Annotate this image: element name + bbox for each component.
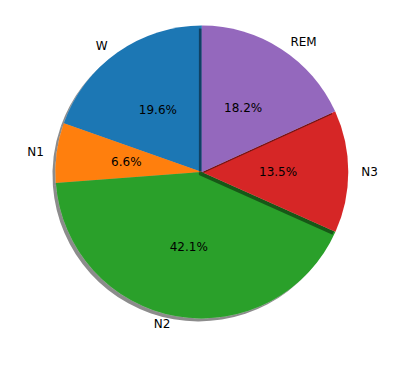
svg-text:19.6%: 19.6% (139, 103, 177, 117)
svg-text:N1: N1 (27, 145, 44, 159)
svg-text:N3: N3 (361, 165, 378, 179)
svg-text:N2: N2 (154, 317, 171, 331)
svg-text:6.6%: 6.6% (111, 155, 142, 169)
svg-text:REM: REM (290, 35, 316, 49)
svg-text:42.1%: 42.1% (170, 240, 208, 254)
svg-text:W: W (96, 39, 108, 53)
svg-text:18.2%: 18.2% (224, 101, 262, 115)
svg-text:13.5%: 13.5% (259, 165, 297, 179)
